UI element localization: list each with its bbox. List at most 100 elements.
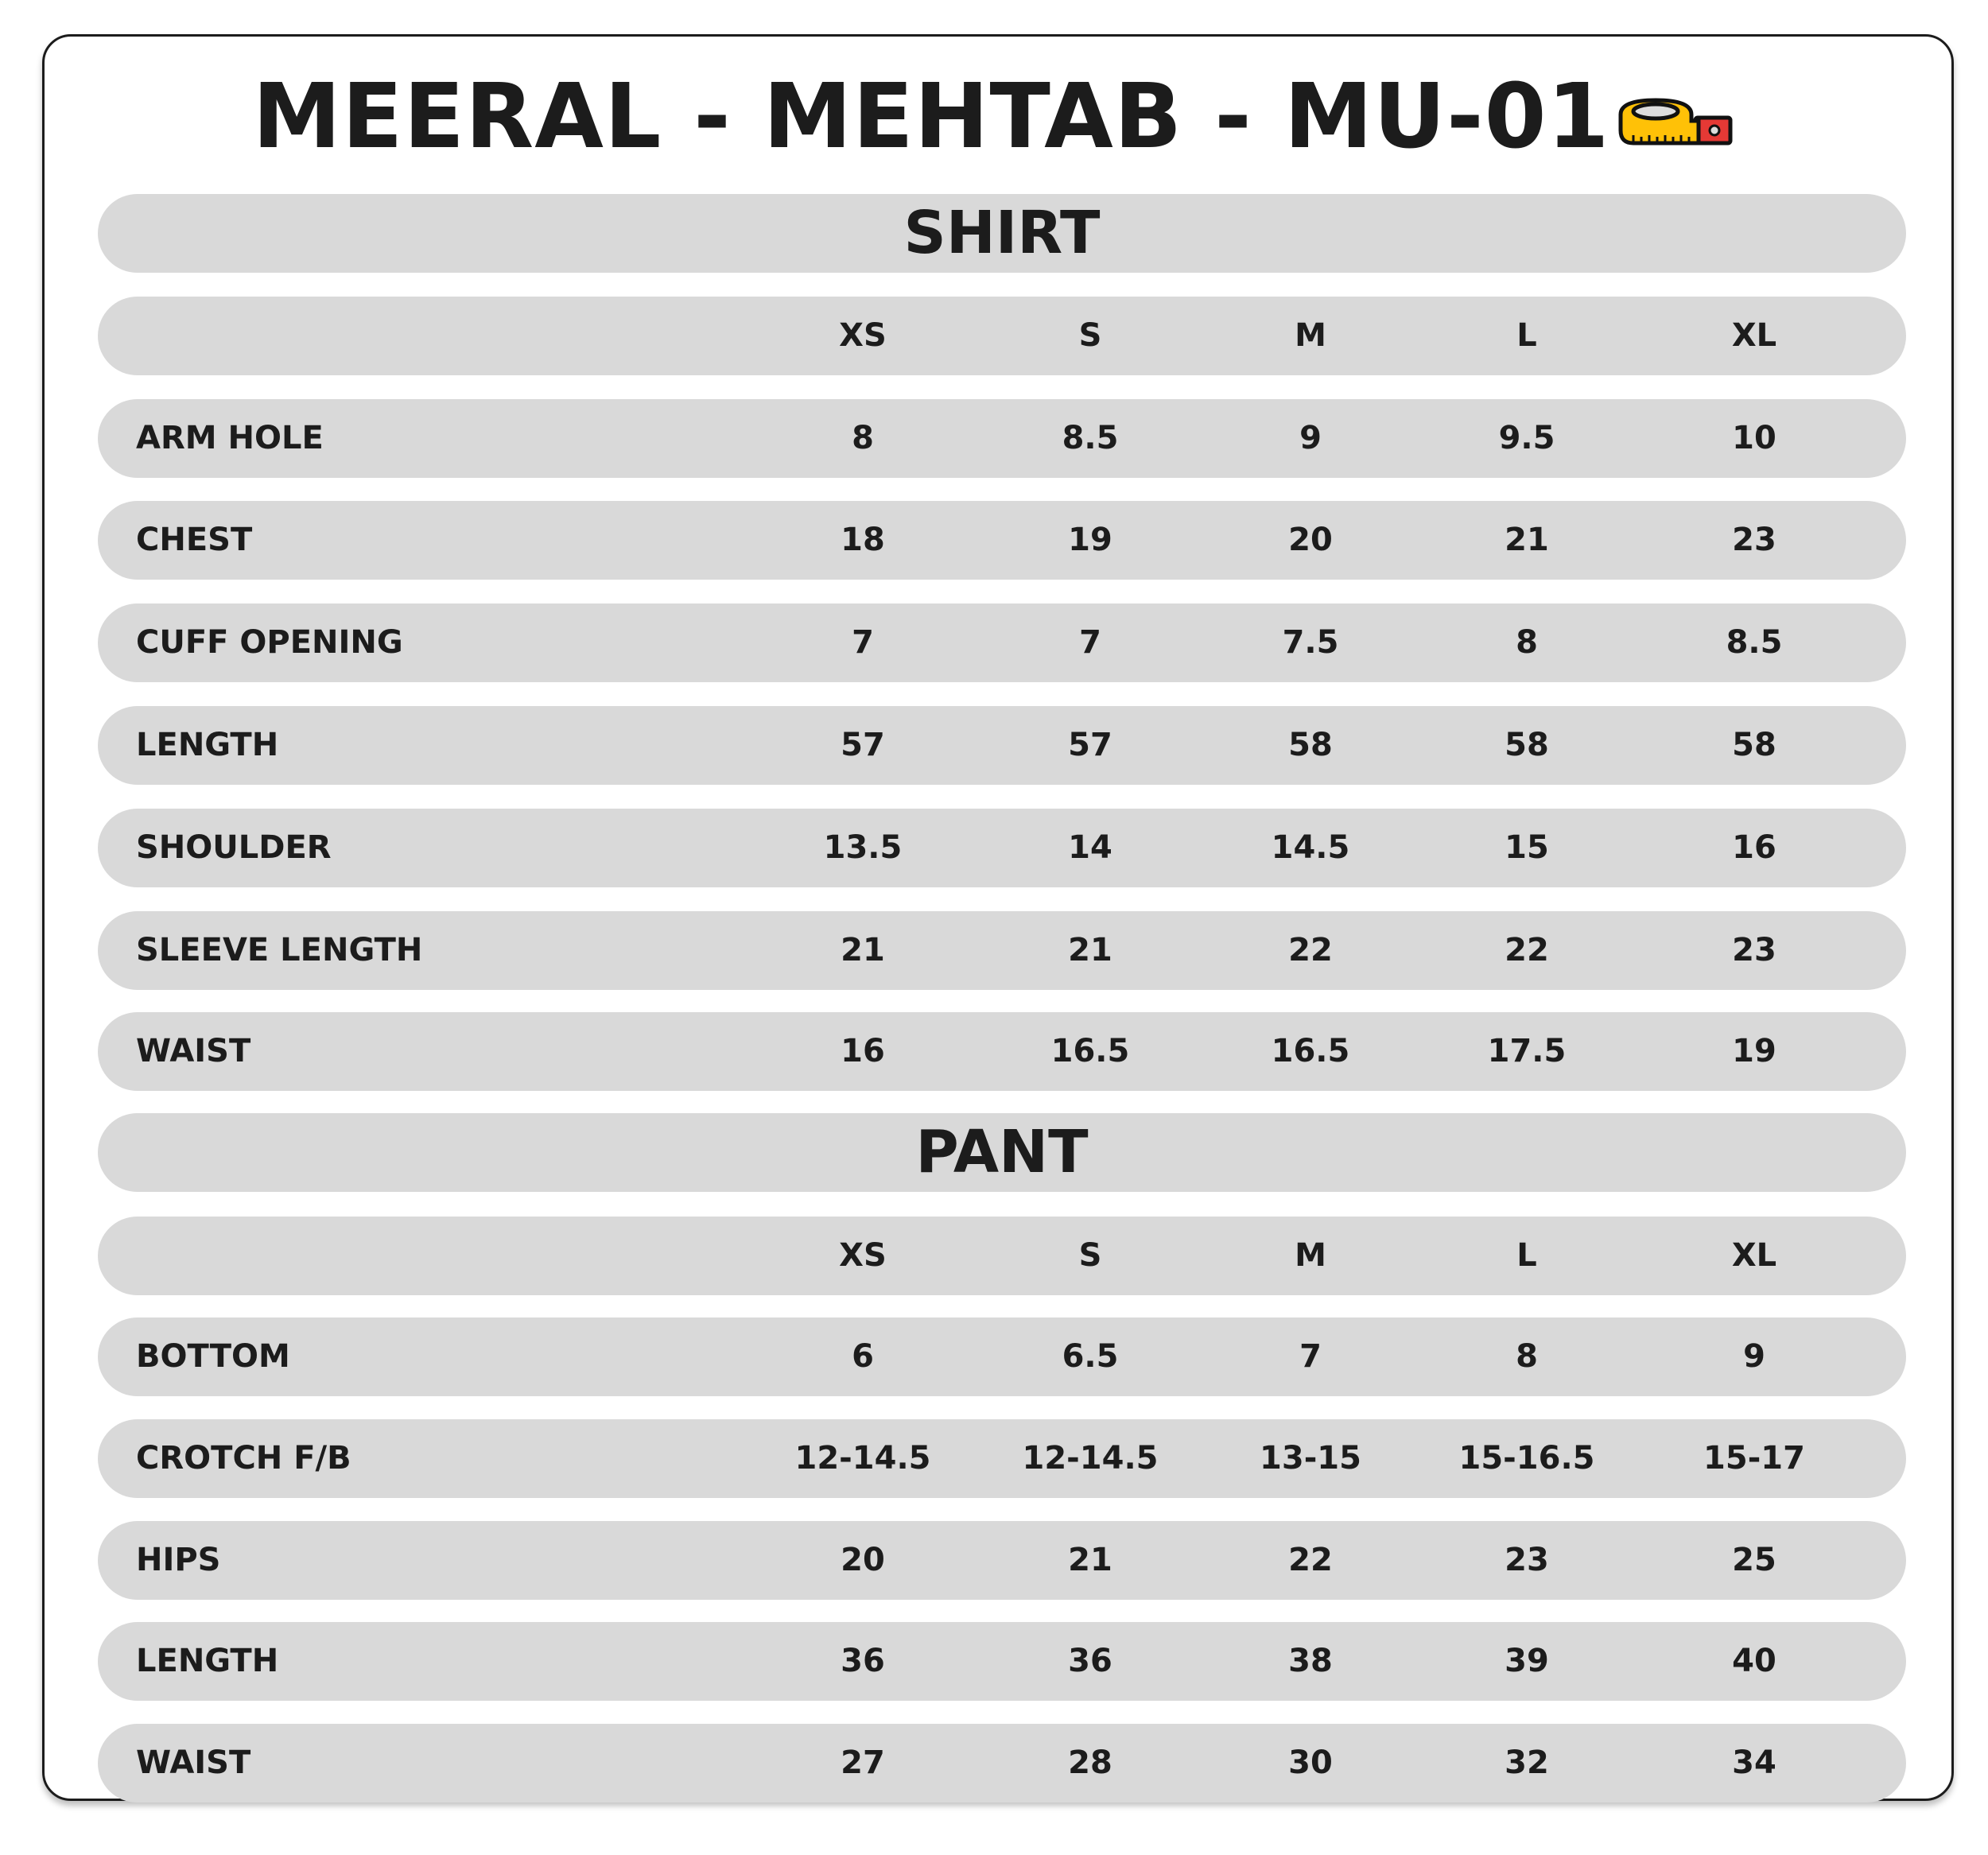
measurement-value: 13.5 [823, 829, 903, 866]
size-header-row: XS S M L XL [98, 1217, 1906, 1295]
measurement-value: 57 [1068, 727, 1112, 763]
measurement-value: 34 [1732, 1744, 1776, 1781]
measurement-value: 58 [1505, 727, 1549, 763]
measurement-value: 20 [1288, 522, 1333, 558]
measurement-value: 17.5 [1487, 1033, 1567, 1069]
table-row: BOTTOM 6 6.5 7 8 9 [98, 1318, 1906, 1396]
size-header: XS [839, 1237, 887, 1274]
measurement-value: 13-15 [1260, 1440, 1361, 1477]
page-title: MEERAL - MEHTAB - MU-01 [0, 57, 1988, 177]
measurement-value: 19 [1068, 522, 1112, 558]
measurement-label: BOTTOM [136, 1338, 290, 1375]
measurement-value: 36 [841, 1643, 885, 1679]
table-row: SHOULDER 13.5 14 14.5 15 16 [98, 809, 1906, 887]
measurement-value: 15-17 [1703, 1440, 1805, 1477]
measurement-value: 12-14.5 [794, 1440, 931, 1477]
table-row: ARM HOLE 8 8.5 9 9.5 10 [98, 399, 1906, 478]
measurement-value: 8 [1516, 624, 1538, 661]
measurement-value: 16.5 [1050, 1033, 1130, 1069]
measurement-label: WAIST [136, 1033, 251, 1069]
measurement-label: CUFF OPENING [136, 624, 403, 661]
measurement-value: 22 [1505, 932, 1549, 968]
measurement-label: CHEST [136, 522, 253, 558]
measurement-value: 16.5 [1271, 1033, 1350, 1069]
size-header: S [1078, 1237, 1102, 1274]
size-header: S [1078, 317, 1102, 354]
measurement-value: 16 [841, 1033, 885, 1069]
measurement-value: 7 [1079, 624, 1101, 661]
measurement-value: 9 [1743, 1338, 1765, 1375]
measurement-value: 8 [852, 420, 874, 456]
measurement-value: 7 [1299, 1338, 1322, 1375]
measurement-value: 25 [1732, 1542, 1776, 1578]
measurement-value: 40 [1732, 1643, 1776, 1679]
measurement-value: 15-16.5 [1458, 1440, 1595, 1477]
measurement-label: ARM HOLE [136, 420, 324, 456]
measurement-label: SLEEVE LENGTH [136, 932, 423, 968]
measurement-value: 28 [1068, 1744, 1112, 1781]
table-row: LENGTH 57 57 58 58 58 [98, 706, 1906, 785]
table-row: CHEST 18 19 20 21 23 [98, 501, 1906, 580]
measurement-value: 19 [1732, 1033, 1776, 1069]
measurement-value: 30 [1288, 1744, 1333, 1781]
measurement-value: 21 [1505, 522, 1549, 558]
measurement-value: 23 [1732, 522, 1776, 558]
measurement-value: 12-14.5 [1022, 1440, 1159, 1477]
measurement-value: 18 [841, 522, 885, 558]
measurement-value: 14 [1068, 829, 1112, 866]
measurement-value: 23 [1505, 1542, 1549, 1578]
measurement-value: 58 [1732, 727, 1776, 763]
measurement-value: 22 [1288, 932, 1333, 968]
measurement-value: 10 [1732, 420, 1776, 456]
measurement-value: 57 [841, 727, 885, 763]
measurement-value: 8.5 [1726, 624, 1783, 661]
measurement-value: 7 [852, 624, 874, 661]
table-row: WAIST 27 28 30 32 34 [98, 1724, 1906, 1803]
size-header: XL [1731, 1237, 1777, 1274]
title-text: MEERAL - MEHTAB - MU-01 [252, 65, 1610, 169]
table-row: SLEEVE LENGTH 21 21 22 22 23 [98, 911, 1906, 990]
measurement-value: 21 [1068, 932, 1112, 968]
measurement-value: 58 [1288, 727, 1333, 763]
measurement-label: LENGTH [136, 727, 279, 763]
section-title-pant: PANT [98, 1113, 1906, 1192]
measurement-value: 9 [1299, 420, 1322, 456]
table-row: WAIST 16 16.5 16.5 17.5 19 [98, 1012, 1906, 1091]
measurement-value: 16 [1732, 829, 1776, 866]
measurement-label: SHOULDER [136, 829, 332, 866]
table-row: CROTCH F/B 12-14.5 12-14.5 13-15 15-16.5 15-1… [98, 1419, 1906, 1498]
measurement-value: 15 [1505, 829, 1549, 866]
size-header: XS [839, 317, 887, 354]
measurement-value: 20 [841, 1542, 885, 1578]
measurement-label: HIPS [136, 1542, 221, 1578]
measurement-label: LENGTH [136, 1643, 279, 1679]
measurement-value: 38 [1288, 1643, 1333, 1679]
measurement-value: 6 [852, 1338, 874, 1375]
measurement-label: CROTCH F/B [136, 1440, 351, 1477]
measurement-value: 8 [1516, 1338, 1538, 1375]
measurement-value: 8.5 [1062, 420, 1119, 456]
size-header: XL [1731, 317, 1777, 354]
section-title-shirt: SHIRT [98, 194, 1906, 273]
measurement-value: 21 [841, 932, 885, 968]
measurement-value: 6.5 [1062, 1338, 1119, 1375]
measurement-value: 23 [1732, 932, 1776, 968]
measurement-value: 36 [1068, 1643, 1112, 1679]
size-header-row: XS S M L XL [98, 297, 1906, 375]
measurement-value: 7.5 [1282, 624, 1339, 661]
measurement-value: 14.5 [1271, 829, 1350, 866]
size-header: M [1295, 1237, 1326, 1274]
size-header: L [1516, 1237, 1537, 1274]
measurement-value: 22 [1288, 1542, 1333, 1578]
measurement-value: 27 [841, 1744, 885, 1781]
measurement-value: 21 [1068, 1542, 1112, 1578]
measurement-label: WAIST [136, 1744, 251, 1781]
table-row: CUFF OPENING 7 7 7.5 8 8.5 [98, 603, 1906, 682]
size-header: M [1295, 317, 1326, 354]
table-row: HIPS 20 21 22 23 25 [98, 1521, 1906, 1600]
measuring-tape-icon [1618, 98, 1733, 146]
measurement-value: 9.5 [1498, 420, 1555, 456]
measurement-value: 32 [1505, 1744, 1549, 1781]
measurement-value: 39 [1505, 1643, 1549, 1679]
table-row: LENGTH 36 36 38 39 40 [98, 1622, 1906, 1701]
